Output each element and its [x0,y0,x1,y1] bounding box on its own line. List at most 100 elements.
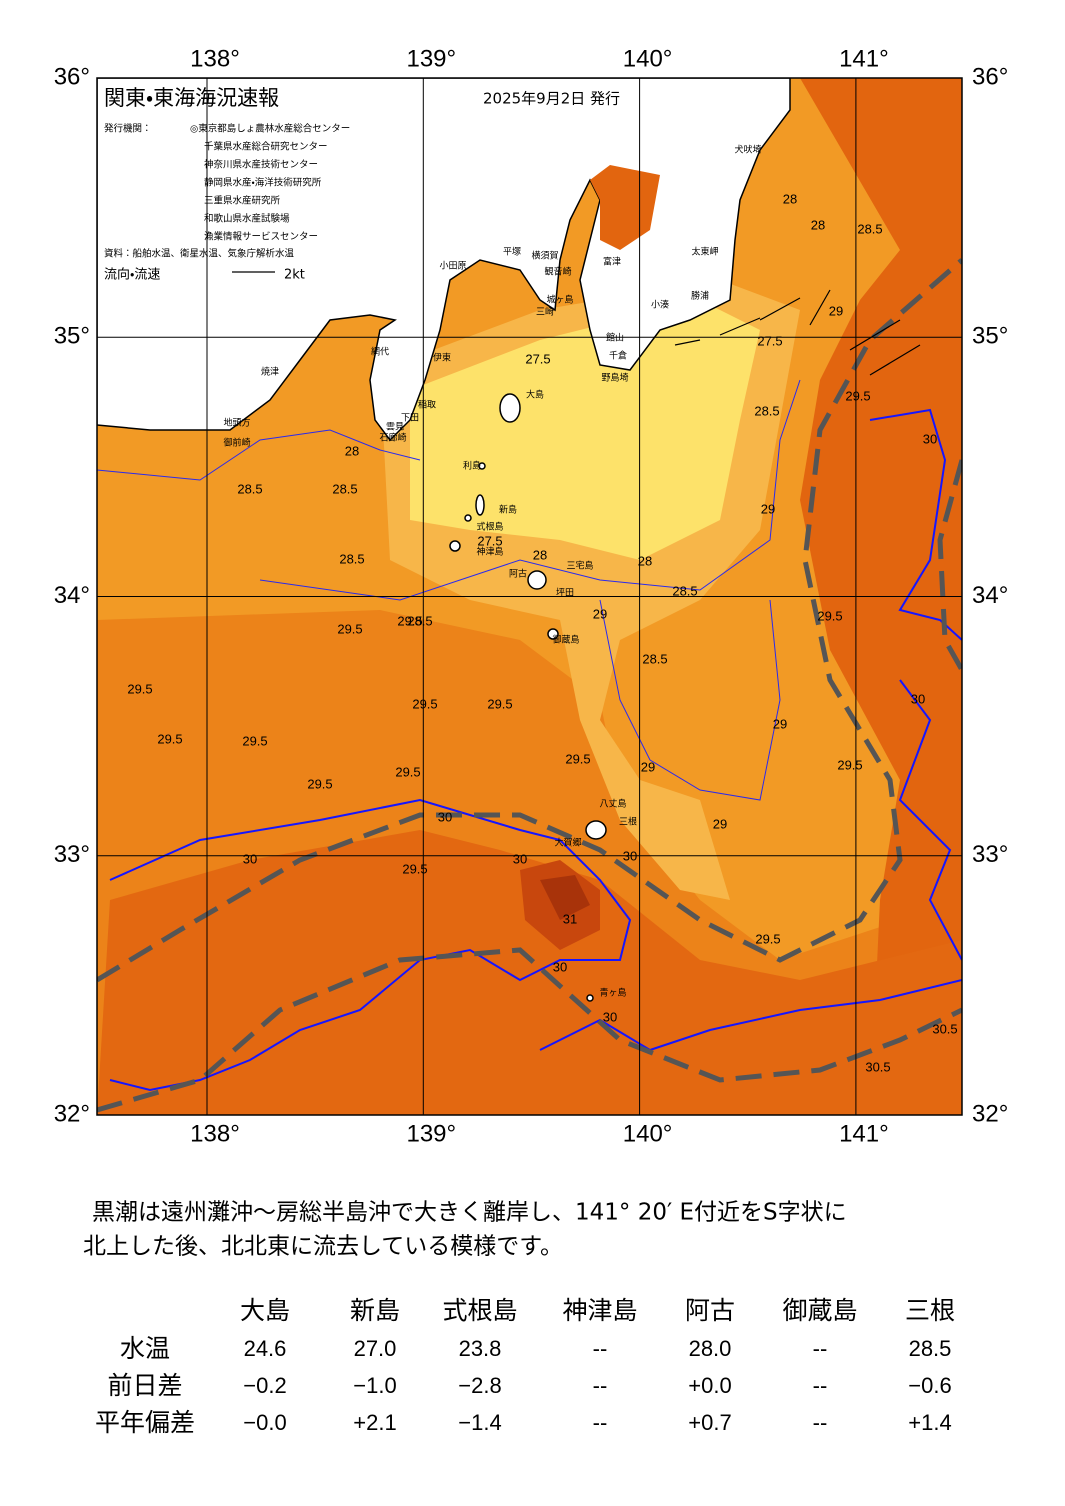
contour-label: 29.5 [337,621,362,636]
place-name: 横須賀 [531,250,558,262]
issuer: 静岡県水産・海洋技術研究所 [204,177,322,189]
table-cell: -- [813,1373,828,1398]
place-name: 網代 [371,346,389,358]
row-label: 前日差 [107,1371,182,1400]
islands [449,393,607,1002]
description: 黒潮は遠州灘沖～房総半島沖で大きく離岸し、141° 20′ E付近をS字状に [92,1200,847,1226]
contour-label: 29.5 [755,931,780,946]
row-label: 平年偏差 [95,1408,195,1437]
place-name: 館山 [606,332,624,344]
lat-tick-label: 32° [972,1100,1008,1127]
legend-scale: 2kt [284,268,305,283]
place-name: 城ヶ島 [546,294,573,306]
table-cell: +2.1 [353,1410,396,1435]
table-header: 神津島 [562,1296,637,1325]
contour-label: 28 [811,217,825,232]
issuer: ◎東京都島しょ農林水産総合センター [190,123,350,135]
isotherm [97,379,801,801]
place-name: 御前崎 [223,437,250,449]
issuer-label: 発行機関： [104,123,152,135]
table-cell: −0.6 [908,1373,951,1398]
contour-label: 29.5 [157,731,182,746]
issue-date: 2025年9月2日 発行 [483,90,620,108]
contour-label: 29.5 [565,751,590,766]
place-name: 式根島 [476,521,503,533]
tokyo-bay-sea [590,165,660,250]
issuer: 三重県水産研究所 [204,195,281,207]
contour-label: 28 [345,443,359,458]
sea-hot [540,875,590,920]
lon-tick-label: 139° [406,1120,456,1147]
place-name: 下田 [401,413,419,424]
contour-label: 30 [553,959,567,974]
lat-tick-label: 36° [54,63,90,90]
place-name: 雲見 [386,422,404,433]
contour-label: 28.5 [754,403,779,418]
place-name: 御蔵島 [552,634,579,646]
contour-label: 28.5 [332,481,357,496]
place-name: 坪田 [556,588,574,599]
table-cell: 28.5 [909,1336,952,1361]
place-name: 観音崎 [544,266,571,278]
place-name: 小田原 [439,261,466,272]
table-cell: +1.4 [908,1410,951,1435]
lon-tick-label: 140° [623,45,673,72]
current-arrows [232,271,921,376]
contour-label: 29.5 [307,776,332,791]
table-cell: -- [593,1373,608,1398]
lon-tick-label: 141° [839,1120,889,1147]
contour-label: 30 [438,809,452,824]
contour-label: 27.5 [477,533,502,548]
lat-tick-label: 32° [54,1100,90,1127]
place-name: 青ヶ島 [599,987,626,999]
contour-label: 29 [773,716,787,731]
contour-label: 29 [641,759,655,774]
place-name: 太東岬 [691,246,718,258]
contour-label: 28 [783,191,797,206]
contour-label: 28 [638,553,652,568]
contour-label: 30 [513,851,527,866]
lat-tick-label: 35° [972,323,1008,350]
contour-label: 29.5 [395,764,420,779]
contour-label: 29.5 [397,613,422,628]
lon-tick-label: 141° [839,45,889,72]
issuer: 漁業情報サービスセンター [204,231,318,243]
contour-label: 29 [829,303,843,318]
table-cell: 23.8 [459,1336,502,1361]
contour-label: 29.5 [412,696,437,711]
contour-label: 30 [243,851,257,866]
place-name: 勝浦 [691,290,709,302]
contour-label: 30 [911,691,925,706]
description: 北上した後、北北東に流去している模様です。 [83,1234,563,1260]
contour-label: 28 [533,547,547,562]
lat-tick-label: 34° [54,582,90,609]
place-name: 石廊崎 [379,432,406,444]
contour-label: 29 [713,816,727,831]
contour-label: 29.5 [845,388,870,403]
place-name: 地頭方 [223,417,250,429]
table-cell: −2.8 [458,1373,501,1398]
contour-label: 28.5 [672,583,697,598]
lon-tick-label: 138° [190,1120,240,1147]
lat-tick-label: 33° [972,841,1008,868]
table-cell: +0.7 [688,1410,731,1435]
place-name: 三根 [619,816,637,828]
contour-label: 29.5 [487,696,512,711]
table-cell: −0.2 [243,1373,286,1398]
place-name: 伊東 [433,352,451,364]
contour-label: 27.5 [757,333,782,348]
table-header: 三根 [905,1296,955,1325]
sources: 資料：船舶水温、衛星水温、気象庁解析水温 [104,248,295,260]
place-name: 平塚 [503,247,521,258]
contour-label: 30.5 [932,1021,957,1036]
lat-tick-label: 35° [54,323,90,350]
place-name: 犬吠埼 [734,144,761,156]
table-header: 新島 [350,1296,400,1325]
place-name: 焼津 [261,367,279,378]
contour-label: 29 [761,501,775,516]
contour-label: 29.5 [402,861,427,876]
table-cell: 28.0 [689,1336,732,1361]
lon-tick-label: 139° [406,45,456,72]
